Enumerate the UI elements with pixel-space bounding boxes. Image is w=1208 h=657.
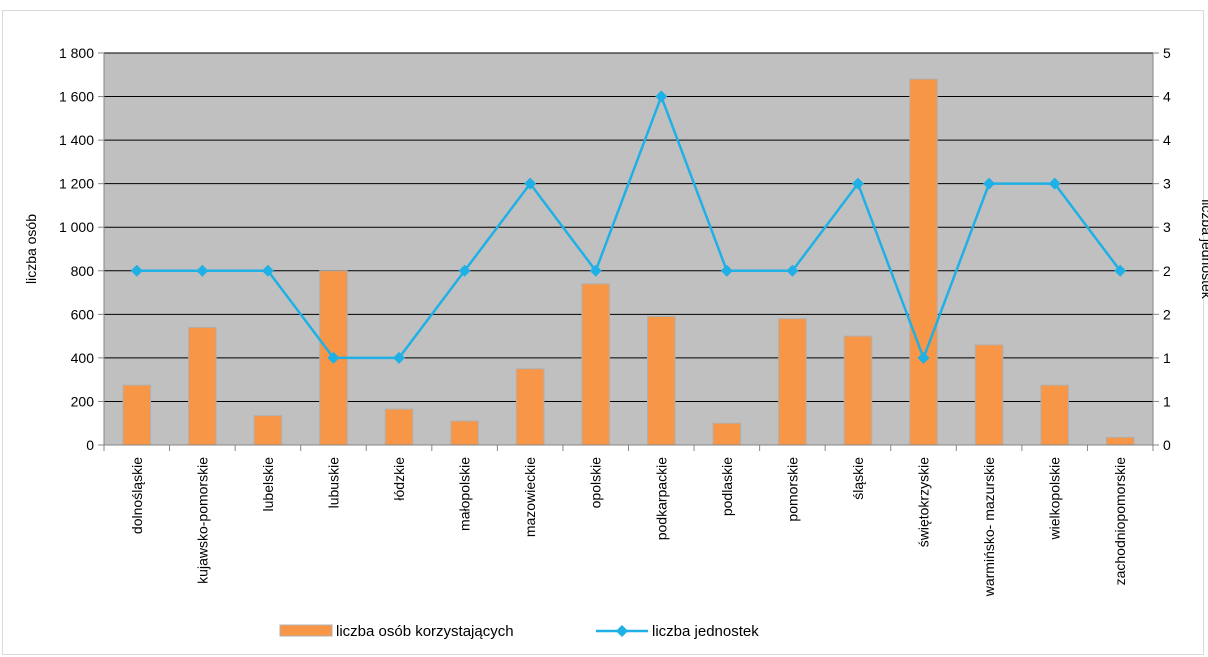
line-point <box>130 264 143 277</box>
y-tick-label: 1 000 <box>59 219 94 235</box>
line-point <box>524 177 537 190</box>
bar <box>1040 384 1069 446</box>
x-tick-label: mazowieckie <box>522 457 538 537</box>
y-tick-label: 800 <box>71 263 95 279</box>
bar <box>581 283 610 446</box>
y-tick-label: 1 800 <box>59 45 94 61</box>
line-point <box>720 264 733 277</box>
line-point <box>851 177 864 190</box>
x-tick-label: warmińsko- mazurskie <box>981 457 997 597</box>
legend: liczba osób korzystających liczba jednos… <box>279 623 759 640</box>
y2-tick-label: 5 <box>1163 45 1171 61</box>
line-point <box>196 264 209 277</box>
legend-line-label: liczba jednostek <box>652 623 759 640</box>
x-tick-label: małopolskie <box>457 457 473 531</box>
y-axis-title: liczba osób <box>23 214 39 284</box>
x-tick-label: opolskie <box>588 457 604 509</box>
x-tick-label: kujawsko-pomorskie <box>194 457 210 584</box>
line-point <box>393 351 406 364</box>
bar <box>974 344 1004 446</box>
y2-tick-label: 4 <box>1163 132 1171 148</box>
y2-axis-title: liczba jednostek <box>1199 199 1208 300</box>
plot-area <box>104 52 1153 446</box>
y2-tick-label: 1 <box>1163 350 1171 366</box>
series-line <box>136 93 1122 362</box>
bar <box>122 384 152 446</box>
line-series <box>130 90 1127 364</box>
line-point <box>1048 177 1061 190</box>
x-tick-label: łódzkie <box>391 457 407 501</box>
line-point <box>261 264 274 277</box>
x-tick-label: dolnośląskie <box>129 457 145 534</box>
y2-tick-label: 3 <box>1163 219 1171 235</box>
y2-tick-label: 2 <box>1163 263 1171 279</box>
y-tick-label: 200 <box>71 393 95 409</box>
x-tick-label: lubuskie <box>325 457 341 509</box>
line-point <box>458 264 471 277</box>
y-tick-label: 1 600 <box>59 89 94 105</box>
bar <box>188 326 217 446</box>
x-tick-label: podkarpackie <box>653 457 669 540</box>
x-tick-label: świętokrzyskie <box>916 457 932 547</box>
line-point <box>327 351 340 364</box>
y2-tick-label: 0 <box>1163 437 1171 453</box>
y2-tick-label: 2 <box>1163 306 1171 322</box>
bar <box>647 316 676 446</box>
bar <box>778 318 807 446</box>
y-tick-label: 1 400 <box>59 132 94 148</box>
x-tick-label: podlaskie <box>719 457 735 516</box>
bar <box>515 368 545 446</box>
line-point <box>589 264 602 277</box>
legend-line-marker <box>616 625 628 637</box>
y2-tick-label: 1 <box>1163 393 1171 409</box>
bar-series <box>122 78 1135 446</box>
legend-bar-swatch <box>279 624 333 637</box>
line-point <box>1114 264 1127 277</box>
legend-bar-label: liczba osób korzystających <box>336 623 514 640</box>
y-tick-label: 0 <box>86 437 94 453</box>
y-tick-label: 1 200 <box>59 176 94 192</box>
x-tick-label: zachodniopomorskie <box>1112 457 1128 586</box>
line-point <box>917 351 930 364</box>
bar <box>1105 436 1135 446</box>
bar <box>384 408 414 446</box>
bar <box>909 78 938 446</box>
x-tick-label: lubelskie <box>260 457 276 512</box>
line-point <box>786 264 799 277</box>
bar <box>843 335 873 446</box>
line-point <box>655 90 668 103</box>
bar <box>253 415 283 446</box>
y-tick-label: 600 <box>71 306 95 322</box>
x-tick-label: śląskie <box>850 457 866 500</box>
y2-tick-label: 4 <box>1163 89 1171 105</box>
y-tick-label: 400 <box>71 350 95 366</box>
x-tick-label: pomorskie <box>784 457 800 522</box>
x-tick-label: wielkopolskie <box>1047 457 1063 541</box>
axes: 0 0 200 1 400 1 600 2 800 2 1 000 3 1 200 3 1 400 4 1 60… <box>59 45 1171 597</box>
line-point <box>983 177 996 190</box>
bar <box>450 420 479 446</box>
y2-tick-label: 3 <box>1163 176 1171 192</box>
bar <box>712 422 742 446</box>
